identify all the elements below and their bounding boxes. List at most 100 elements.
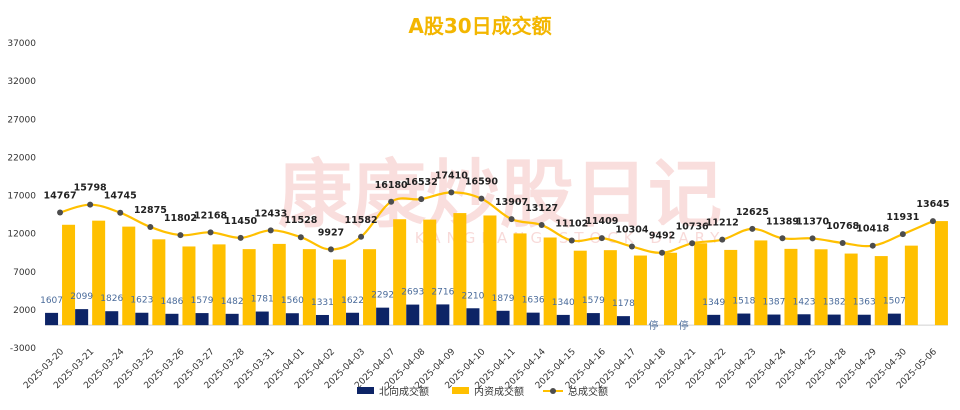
north-data-label: 1331	[311, 298, 334, 308]
total-data-label: 13127	[525, 203, 558, 214]
bar-inner	[874, 256, 888, 326]
bar-inner	[302, 249, 316, 326]
north-data-label: 1340	[552, 298, 575, 308]
north-data-label: 1781	[251, 295, 274, 305]
bar-inner	[724, 249, 738, 326]
bar-north	[285, 313, 299, 326]
total-data-label: 15798	[74, 183, 107, 194]
total-data-label: 11802	[164, 213, 197, 224]
north-data-label: 2292	[371, 291, 394, 301]
total-data-label: 14745	[104, 191, 137, 202]
bar-north	[496, 310, 510, 326]
north-data-label: 2099	[70, 292, 93, 302]
total-point	[809, 235, 816, 242]
north-data-label: 1178	[612, 299, 635, 309]
bar-inner	[453, 213, 467, 326]
total-data-label: 11212	[706, 218, 739, 229]
watermark-text: 康康炒股日记	[278, 152, 722, 238]
total-point	[358, 233, 365, 240]
total-point	[267, 227, 274, 234]
total-point	[598, 235, 605, 242]
total-data-label: 16532	[405, 177, 438, 188]
bar-north	[45, 312, 59, 326]
total-data-label: 11389	[766, 216, 799, 227]
total-data-label: 16180	[375, 180, 408, 191]
bar-inner	[934, 221, 948, 326]
bar-inner	[784, 248, 798, 326]
y-tick-label: 12000	[7, 230, 36, 240]
north-data-label: 1579	[582, 296, 605, 306]
bar-north	[165, 313, 179, 326]
total-point	[568, 237, 575, 244]
north-data-label: 1349	[702, 298, 725, 308]
total-data-label: 11450	[224, 216, 257, 227]
total-data-label: 10736	[676, 221, 709, 232]
total-data-label: 11102	[555, 218, 588, 229]
north-data-label: 1482	[221, 297, 244, 307]
legend-label-north: 北向成交额	[379, 385, 429, 398]
bar-north	[556, 314, 570, 326]
bar-inner	[212, 244, 226, 326]
bar-inner	[92, 220, 106, 326]
bar-inner	[122, 226, 136, 326]
y-tick-label: 22000	[7, 153, 36, 163]
bar-north	[767, 314, 781, 326]
halt-label: 停	[649, 319, 659, 332]
total-data-label: 11931	[886, 212, 919, 223]
total-point	[448, 189, 455, 196]
total-point	[177, 232, 184, 239]
y-tick-label: -3000	[10, 344, 36, 354]
north-data-label: 1622	[341, 296, 364, 306]
north-data-label: 1623	[130, 296, 153, 306]
north-data-label: 1607	[40, 296, 63, 306]
total-data-label: 12168	[194, 210, 227, 221]
north-data-label: 1826	[100, 294, 123, 304]
bar-inner	[814, 249, 828, 326]
x-axis: 2025-03-202025-03-212025-03-242025-03-25…	[22, 324, 948, 391]
bar-north	[315, 314, 329, 326]
bar-north	[707, 314, 721, 326]
bar-inner	[363, 249, 377, 326]
bar-north	[526, 312, 540, 326]
total-data-label: 13645	[916, 199, 949, 210]
legend-label-total: 总成交额	[568, 385, 608, 398]
total-data-label: 11370	[796, 216, 829, 227]
legend-swatch-total-point	[550, 388, 556, 394]
bar-north	[436, 304, 450, 326]
bar-inner	[754, 240, 768, 326]
total-data-label: 10768	[826, 221, 859, 232]
north-data-label: 2716	[431, 287, 454, 297]
total-point	[508, 216, 515, 223]
north-data-label: 1423	[793, 297, 816, 307]
north-data-label: 1486	[160, 297, 183, 307]
north-data-label: 1518	[732, 297, 755, 307]
total-point	[147, 223, 154, 230]
y-tick-label: 17000	[7, 192, 36, 202]
bar-north	[406, 304, 420, 326]
y-tick-label: 32000	[7, 77, 36, 87]
y-tick-label: 7000	[13, 268, 36, 278]
north-data-label: 1387	[762, 298, 785, 308]
total-point	[659, 249, 666, 256]
bar-north	[857, 314, 871, 326]
total-data-label: 11582	[345, 215, 378, 226]
north-data-label: 1879	[492, 294, 515, 304]
chart-title: A股30日成交额	[408, 14, 551, 38]
north-data-label: 1560	[281, 296, 304, 306]
bar-inner	[694, 243, 708, 326]
bar-north	[195, 313, 209, 326]
total-point	[388, 198, 395, 205]
bar-north	[346, 312, 360, 326]
bar-north	[616, 316, 630, 326]
total-data-label: 10304	[615, 225, 648, 236]
y-tick-label: 27000	[7, 115, 36, 125]
total-point	[538, 222, 545, 229]
total-point	[899, 231, 906, 238]
total-data-label: 13907	[495, 197, 528, 208]
bar-inner	[152, 239, 166, 326]
total-point	[57, 209, 64, 216]
bar-inner	[664, 252, 678, 326]
bar-north	[225, 313, 239, 326]
north-data-label: 2693	[401, 288, 424, 298]
bar-inner	[332, 259, 346, 326]
